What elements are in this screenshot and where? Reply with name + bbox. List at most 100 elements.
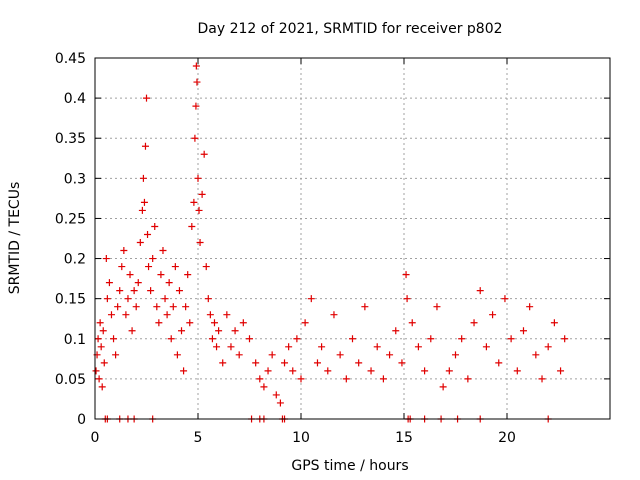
data-point xyxy=(195,206,203,214)
data-point xyxy=(196,239,204,247)
data-point xyxy=(482,343,490,351)
data-point xyxy=(116,287,124,295)
data-point xyxy=(147,287,155,295)
data-point xyxy=(349,335,356,343)
data-point xyxy=(192,62,200,70)
data-point xyxy=(155,319,163,327)
data-point xyxy=(157,271,165,279)
data-point xyxy=(139,174,147,182)
data-point xyxy=(130,287,138,295)
data-point xyxy=(392,327,400,335)
data-point xyxy=(403,295,411,303)
data-point xyxy=(458,335,466,343)
data-point xyxy=(519,327,527,335)
plot-frame xyxy=(94,57,611,420)
data-point xyxy=(561,335,569,343)
y-tick-label: 0.3 xyxy=(64,171,86,187)
data-point xyxy=(433,303,441,311)
data-point xyxy=(92,367,100,375)
data-point xyxy=(190,198,198,206)
data-point xyxy=(489,311,497,319)
data-point xyxy=(165,279,173,287)
data-point xyxy=(313,359,321,367)
data-point xyxy=(167,335,175,343)
data-point xyxy=(285,343,293,351)
data-point xyxy=(367,367,375,375)
data-point xyxy=(414,343,422,351)
data-point xyxy=(361,303,369,311)
data-point xyxy=(204,295,212,303)
data-point xyxy=(114,303,122,311)
data-point xyxy=(268,351,276,359)
data-point xyxy=(171,263,179,271)
y-tick-label: 0.2 xyxy=(64,252,86,268)
data-point xyxy=(159,247,167,255)
data-point xyxy=(398,359,406,367)
data-point xyxy=(107,311,115,319)
data-point xyxy=(120,247,128,255)
x-tick-label: 20 xyxy=(498,430,516,446)
chart-title: Day 212 of 2021, SRMTID for receiver p80… xyxy=(197,21,502,37)
data-point xyxy=(507,335,515,343)
data-point xyxy=(94,335,102,343)
data-point xyxy=(186,319,194,327)
data-point xyxy=(421,367,429,375)
y-tick-label: 0.1 xyxy=(64,332,86,348)
data-point xyxy=(161,295,169,303)
data-point xyxy=(355,359,363,367)
data-point xyxy=(95,375,103,383)
data-point xyxy=(198,190,206,198)
data-point xyxy=(153,303,161,311)
data-point xyxy=(206,311,214,319)
data-point xyxy=(227,343,235,351)
data-point xyxy=(96,319,104,327)
data-point xyxy=(307,295,315,303)
data-point xyxy=(193,78,201,86)
data-point xyxy=(180,367,188,375)
data-point xyxy=(138,206,146,214)
data-point xyxy=(98,383,106,391)
data-point xyxy=(318,343,326,351)
data-point xyxy=(144,230,152,238)
x-tick-label: 10 xyxy=(292,430,310,446)
data-point xyxy=(324,367,332,375)
y-tick-label: 0.35 xyxy=(55,131,86,147)
data-point xyxy=(373,343,381,351)
data-point xyxy=(145,263,153,271)
data-point xyxy=(297,375,305,383)
data-point xyxy=(182,303,190,311)
data-point xyxy=(194,174,202,182)
data-point xyxy=(136,239,144,247)
data-point xyxy=(132,303,140,311)
data-points xyxy=(92,62,569,423)
data-point xyxy=(513,367,521,375)
data-point xyxy=(215,327,223,335)
data-point xyxy=(526,303,534,311)
y-axis-label: SRMTID / TECUs xyxy=(7,182,23,295)
data-point xyxy=(99,327,107,335)
data-point xyxy=(223,311,231,319)
data-point xyxy=(219,359,227,367)
data-point xyxy=(256,375,264,383)
x-tick-label: 5 xyxy=(194,430,203,446)
data-point xyxy=(557,367,565,375)
data-point xyxy=(128,327,136,335)
data-point xyxy=(202,263,210,271)
grid xyxy=(95,58,610,419)
y-tick-label: 0.05 xyxy=(55,372,86,388)
data-point xyxy=(200,150,208,158)
data-point xyxy=(501,295,509,303)
data-point xyxy=(149,255,157,263)
data-point xyxy=(464,375,472,383)
data-point xyxy=(538,375,546,383)
x-tick-label: 15 xyxy=(395,430,413,446)
data-point xyxy=(112,351,120,359)
data-point xyxy=(476,287,484,295)
data-point xyxy=(289,367,297,375)
data-point xyxy=(178,327,186,335)
y-tick-label: 0 xyxy=(77,412,86,428)
axis-ticks: 0 5 10 15 20 0 0.05 0.1 0.15 0.2 0.25 0.3 0.35 0.4 0.4… xyxy=(55,51,610,446)
data-point xyxy=(276,399,284,407)
data-point xyxy=(124,295,132,303)
data-point xyxy=(342,375,350,383)
